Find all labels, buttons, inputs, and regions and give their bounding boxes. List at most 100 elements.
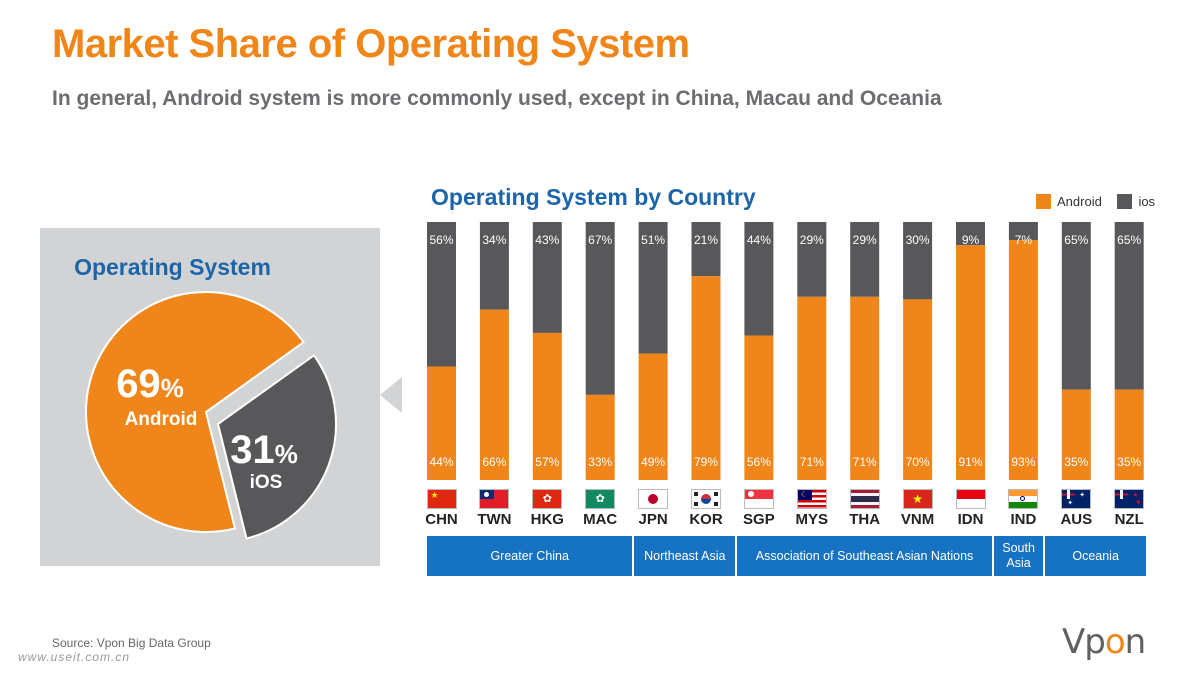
- bar-ios-mys: [797, 222, 827, 297]
- bar-ios-sgp: [744, 222, 774, 336]
- chart-title: Operating System by Country: [431, 184, 756, 210]
- thailand-flag-icon: [850, 490, 879, 508]
- pie-name-android: Android: [125, 409, 198, 430]
- label-ios-jpn: 51%: [641, 233, 665, 247]
- bar-ios-twn: [479, 222, 509, 310]
- bar-android-jpn: [638, 353, 668, 480]
- bar-ios-aus: [1061, 222, 1091, 390]
- legend-swatch-android: [1036, 194, 1051, 209]
- region-oceania: Oceania: [1043, 536, 1146, 576]
- country-label-mys: MYS: [795, 511, 829, 528]
- hong-kong-flag-icon: ✿: [533, 490, 562, 508]
- label-android-aus: 35%: [1064, 455, 1088, 469]
- vietnam-flag-icon: ★: [903, 490, 932, 508]
- bar-ios-vnm: [903, 222, 933, 300]
- singapore-flag-icon: [744, 490, 773, 508]
- vpon-logo: Vpon: [1062, 622, 1146, 662]
- label-ios-ind: 7%: [1015, 233, 1033, 247]
- label-android-vnm: 70%: [906, 455, 930, 469]
- pie-pct-android: 69: [116, 362, 161, 406]
- country-label-chn: CHN: [425, 511, 458, 528]
- page-title: Market Share of Operating System: [52, 22, 690, 66]
- malaysia-flag-icon: ☾: [797, 490, 826, 508]
- country-label-hkg: HKG: [530, 511, 564, 528]
- country-label-mac: MAC: [583, 511, 618, 528]
- bar-ios-mac: [585, 222, 615, 395]
- taiwan-flag-icon: [480, 490, 509, 508]
- label-android-jpn: 49%: [641, 455, 665, 469]
- bar-ios-idn: [956, 222, 985, 246]
- label-ios-aus: 65%: [1064, 233, 1088, 247]
- label-ios-mys: 29%: [800, 233, 824, 247]
- country-label-aus: AUS: [1060, 511, 1093, 528]
- bar-android-mac: [585, 394, 615, 480]
- pie-title: Operating System: [74, 254, 271, 280]
- label-ios-sgp: 44%: [747, 233, 771, 247]
- bar-android-tha: [850, 296, 880, 480]
- bar-android-kor: [691, 276, 721, 480]
- pie-slice-android: [85, 291, 306, 533]
- region-association-of-southeast-asian-nations: Association of Southeast Asian Nations: [735, 536, 992, 576]
- watermark: www.useit.com.cn: [18, 650, 131, 664]
- bar-android-vnm: [903, 299, 933, 480]
- label-android-ind: 93%: [1011, 455, 1035, 469]
- region-south-asia: South Asia: [991, 536, 1044, 576]
- bar-android-mys: [797, 296, 827, 480]
- bar-ios-nzl: [1114, 222, 1144, 390]
- bar-android-twn: [479, 309, 509, 480]
- bar-ios-chn: [427, 222, 456, 367]
- country-label-tha: THA: [849, 511, 881, 528]
- label-ios-mac: 67%: [588, 233, 612, 247]
- chart-legend: Android ios: [1036, 194, 1167, 209]
- label-android-kor: 79%: [694, 455, 718, 469]
- bar-android-nzl: [1114, 389, 1144, 480]
- japan-flag-icon: [639, 490, 668, 508]
- region-northeast-asia: Northeast Asia: [632, 536, 736, 576]
- bar-ios-ind: [1008, 222, 1038, 241]
- legend-swatch-ios: [1117, 194, 1133, 209]
- new-zealand-flag-icon: ★ ★: [1115, 490, 1144, 508]
- legend-label-ios: ios: [1138, 194, 1156, 209]
- country-label-jpn: JPN: [638, 511, 668, 528]
- pie-name-ios: iOS: [250, 472, 283, 493]
- country-label-vnm: VNM: [900, 511, 935, 528]
- pie-chart: 69% Android 31% iOS: [85, 291, 337, 540]
- label-ios-twn: 34%: [482, 233, 506, 247]
- label-ios-hkg: 43%: [535, 233, 559, 247]
- korea-flag-icon: [692, 490, 720, 508]
- label-ios-chn: 56%: [429, 233, 453, 247]
- pie-pct-sign-ios: %: [275, 439, 298, 469]
- macau-flag-icon: ✿: [586, 490, 615, 508]
- source-note: Source: Vpon Big Data Group: [52, 636, 211, 650]
- india-flag-icon: [1009, 490, 1038, 508]
- country-label-idn: IDN: [957, 511, 984, 528]
- china-flag-icon: ★: [427, 490, 456, 508]
- label-ios-vnm: 30%: [906, 233, 930, 247]
- bar-android-ind: [1008, 240, 1038, 480]
- legend-item-android: Android: [1036, 194, 1102, 209]
- pie-pct-ios: 31: [230, 428, 275, 472]
- label-ios-tha: 29%: [853, 233, 877, 247]
- country-label-ind: IND: [1010, 511, 1037, 528]
- pie-slice-ios: [216, 353, 337, 540]
- label-ios-idn: 9%: [962, 233, 980, 247]
- indonesia-flag-icon: [956, 490, 985, 508]
- bar-android-chn: [427, 366, 456, 480]
- label-android-tha: 71%: [853, 455, 877, 469]
- page-subtitle: In general, Android system is more commo…: [52, 87, 942, 110]
- bar-android-idn: [956, 245, 985, 480]
- bar-ios-jpn: [638, 222, 668, 354]
- legend-label-android: Android: [1057, 194, 1102, 209]
- label-android-idn: 91%: [958, 455, 982, 469]
- country-label-twn: TWN: [477, 511, 512, 528]
- pie-pct-sign-android: %: [161, 373, 184, 403]
- svg-text:31%: 31%: [230, 428, 298, 472]
- region-greater-china: Greater China: [427, 536, 633, 576]
- bar-android-hkg: [532, 332, 562, 480]
- label-android-sgp: 56%: [747, 455, 771, 469]
- svg-text:69%: 69%: [116, 362, 184, 406]
- bar-ios-tha: [850, 222, 880, 297]
- australia-flag-icon: ✦ ✦: [1062, 490, 1091, 508]
- label-android-mys: 71%: [800, 455, 824, 469]
